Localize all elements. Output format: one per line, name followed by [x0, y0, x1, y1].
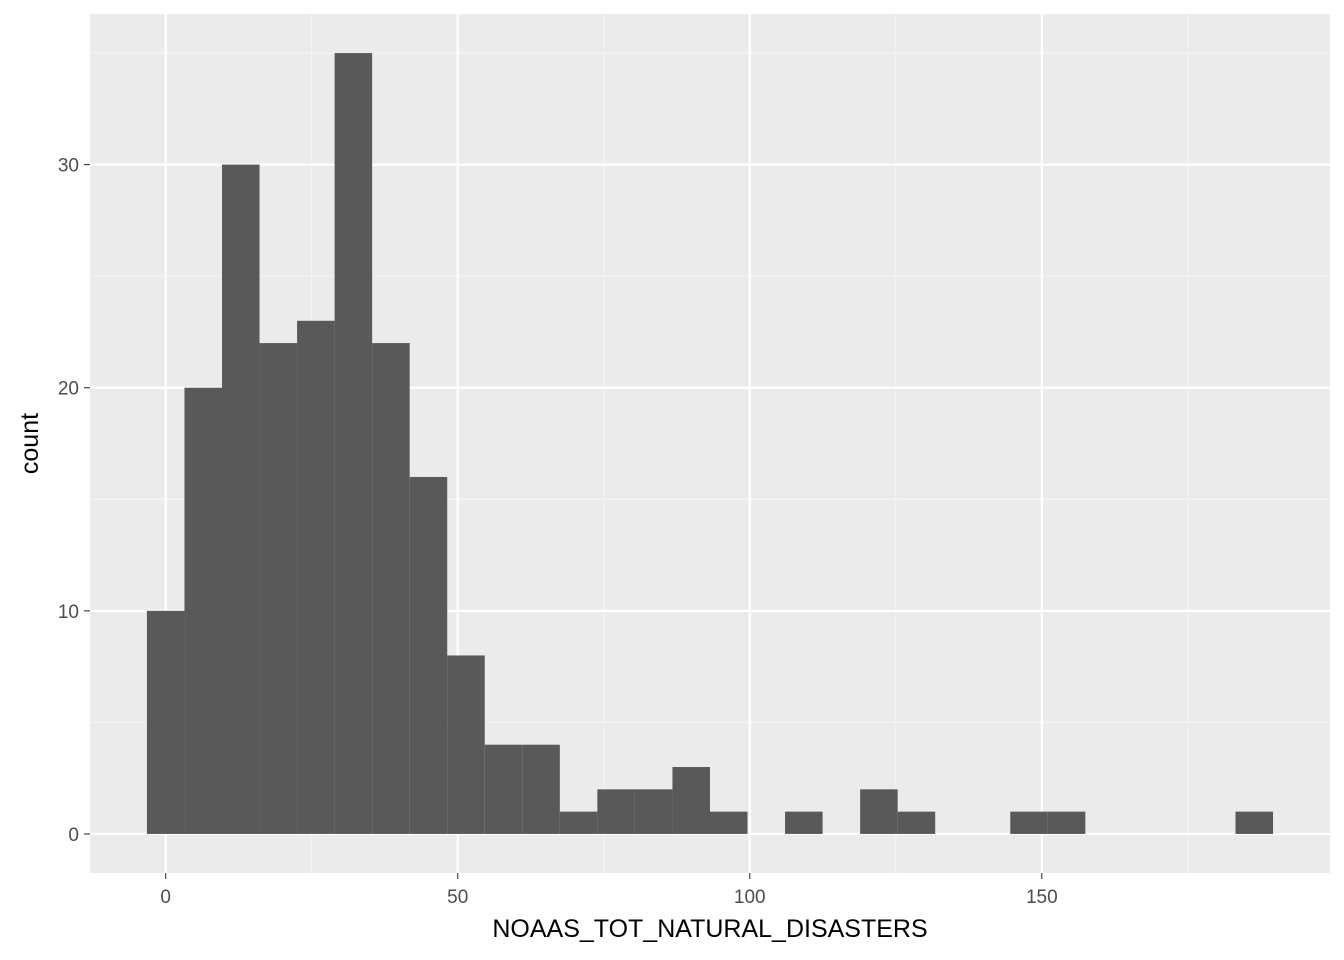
histogram-bar — [672, 767, 710, 834]
x-tick-label: 0 — [160, 887, 171, 908]
histogram-bar — [1047, 811, 1086, 834]
y-axis-title: count — [16, 413, 44, 474]
histogram-bar — [484, 744, 523, 834]
y-axis: 0 10 20 30 — [58, 156, 90, 846]
histogram-bar — [860, 789, 898, 834]
histogram-bar — [409, 476, 448, 834]
y-tick-label: 10 — [58, 602, 79, 623]
histogram-bar — [334, 53, 373, 834]
x-tick-label: 100 — [734, 887, 766, 908]
x-tick-label: 150 — [1026, 887, 1058, 908]
histogram-bar — [522, 744, 560, 834]
histogram-bar — [184, 387, 223, 834]
histogram-bar — [372, 343, 410, 834]
histogram-bar — [559, 811, 598, 834]
histogram-bar — [222, 164, 260, 834]
x-tick-label: 50 — [447, 887, 468, 908]
y-tick-label: 20 — [58, 379, 79, 400]
histogram-bar — [709, 811, 748, 834]
x-axis: 0 50 100 150 — [160, 873, 1058, 908]
histogram-bar — [146, 610, 185, 834]
histogram-bar — [447, 655, 485, 834]
y-tick-label: 30 — [58, 156, 79, 177]
histogram-bar — [897, 811, 936, 834]
histogram-bar — [259, 343, 298, 834]
x-axis-title: NOAAS_TOT_NATURAL_DISASTERS — [492, 915, 927, 943]
histogram-bars — [146, 53, 1274, 834]
histogram-bar — [597, 789, 635, 834]
histogram-bar — [1235, 811, 1274, 834]
histogram-bar — [1010, 811, 1048, 834]
histogram-bar — [634, 789, 673, 834]
y-tick-label: 0 — [68, 825, 79, 846]
histogram-bar — [297, 320, 335, 834]
histogram-bar — [785, 811, 823, 834]
minor-gridlines — [90, 14, 1330, 873]
